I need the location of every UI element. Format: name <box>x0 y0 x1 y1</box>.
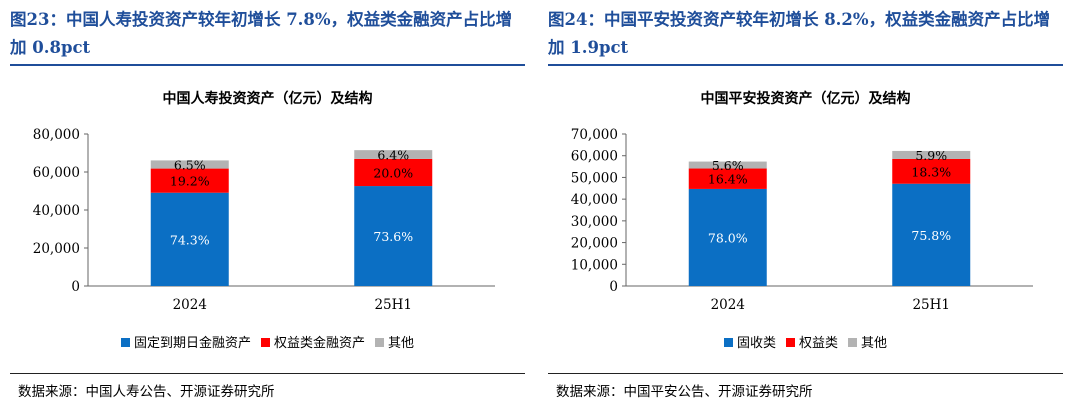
legend-label: 其他 <box>861 336 888 351</box>
data-label: 18.3% <box>911 164 951 179</box>
y-tick-label: 60,000 <box>33 165 80 181</box>
bar-segment <box>150 160 229 169</box>
legend-item: 固定到期日金融资产 <box>120 332 251 351</box>
bar-segment <box>688 188 767 286</box>
chart-title: 中国平安投资资产（亿元）及结构 <box>700 91 911 107</box>
data-label: 75.8% <box>911 228 951 243</box>
y-tick-label: 40,000 <box>33 203 80 219</box>
legend-label: 权益类金融资产 <box>273 336 365 351</box>
y-tick-label: 70,000 <box>571 127 618 143</box>
legend-swatch <box>785 338 795 347</box>
title-divider <box>10 64 525 66</box>
data-label: 74.3% <box>170 232 210 247</box>
chart-china-life: 中国人寿投资资产（亿元）及结构 0 20,000 40,000 60,000 80,00… <box>10 70 525 368</box>
source-note: 数据来源：中国人寿公告、开源证券研究所 <box>18 384 275 400</box>
source-note: 数据来源：中国平安公告、开源证券研究所 <box>556 384 813 400</box>
legend-swatch <box>260 338 270 347</box>
legend-item: 权益类 <box>785 332 838 351</box>
source-divider <box>548 373 1063 374</box>
legend-swatch <box>848 338 857 347</box>
x-tick-label: 2024 <box>711 297 745 313</box>
bar-segment <box>150 168 229 193</box>
legend-label: 固定到期日金融资产 <box>133 336 251 351</box>
legend-item: 权益类金融资产 <box>260 332 365 351</box>
data-label: 5.9% <box>915 148 947 163</box>
data-label: 6.5% <box>174 157 206 172</box>
bar-segment <box>354 158 433 187</box>
legend-item: 其他 <box>375 332 414 351</box>
chart-svg: 0 20,000 40,000 60,000 80,000 74.3% 19.2% 6.5% 2… <box>33 127 495 313</box>
bar-segment <box>892 158 971 184</box>
figure-panel-ping-an: 图24：中国平安投资资产较年初增长 8.2%，权益类金融资产占比增加 1.9pc… <box>548 0 1063 405</box>
y-tick-label: 80,000 <box>33 127 80 143</box>
legend-item: 其他 <box>848 332 887 351</box>
bar-segment <box>150 192 229 286</box>
figure-title: 图24：中国平安投资资产较年初增长 8.2%，权益类金融资产占比增加 1.9pc… <box>548 10 1051 57</box>
y-tick-label: 20,000 <box>33 241 80 257</box>
data-label: 78.0% <box>708 230 748 245</box>
bar-segment <box>354 186 433 286</box>
chart-ping-an: 中国平安投资资产（亿元）及结构 0 10,000 20,000 30,000 40,00… <box>548 70 1063 368</box>
bar-segment <box>688 168 767 189</box>
y-tick-label: 20,000 <box>571 236 618 252</box>
data-label: 5.6% <box>712 158 744 173</box>
figure-panel-china-life: 图23：中国人寿投资资产较年初增长 7.8%，权益类金融资产占比增加 0.8pc… <box>10 0 525 405</box>
title-divider <box>548 64 1063 66</box>
chart-svg: 0 10,000 20,000 30,000 40,000 50,000 60,000 70,… <box>571 127 1033 313</box>
legend-swatch <box>723 338 733 347</box>
chart-title: 中国人寿投资资产（亿元）及结构 <box>162 91 373 107</box>
figure-title: 图23：中国人寿投资资产较年初增长 7.8%，权益类金融资产占比增加 0.8pc… <box>10 10 513 57</box>
legend-label: 固收类 <box>736 336 776 351</box>
legend-item: 固收类 <box>723 332 776 351</box>
x-tick-label: 2024 <box>173 297 207 313</box>
data-label: 73.6% <box>373 229 413 244</box>
x-tick-label: 25H1 <box>912 297 950 313</box>
legend-label: 其他 <box>388 336 415 351</box>
chart-legend: 固定到期日金融资产 权益类金融资产 其他 <box>10 332 525 351</box>
chart-legend: 固收类 权益类 其他 <box>548 332 1063 351</box>
y-tick-label: 30,000 <box>571 214 618 230</box>
data-label: 20.0% <box>373 165 413 180</box>
x-tick-label: 25H1 <box>374 297 412 313</box>
legend-label: 权益类 <box>798 336 838 351</box>
source-divider <box>10 373 525 374</box>
data-label: 6.4% <box>377 148 409 163</box>
bar-segment <box>892 150 971 159</box>
data-label: 19.2% <box>170 174 210 189</box>
y-tick-label: 10,000 <box>571 257 618 273</box>
bar-segment <box>688 161 767 169</box>
bar-segment <box>354 150 433 159</box>
y-tick-label: 0 <box>71 279 80 295</box>
legend-swatch <box>375 338 384 347</box>
bar-segment <box>892 183 971 286</box>
y-tick-label: 50,000 <box>571 170 618 186</box>
y-tick-label: 40,000 <box>571 192 618 208</box>
legend-swatch <box>120 338 130 347</box>
y-tick-label: 60,000 <box>571 149 618 165</box>
data-label: 16.4% <box>708 172 748 187</box>
y-tick-label: 0 <box>609 279 618 295</box>
